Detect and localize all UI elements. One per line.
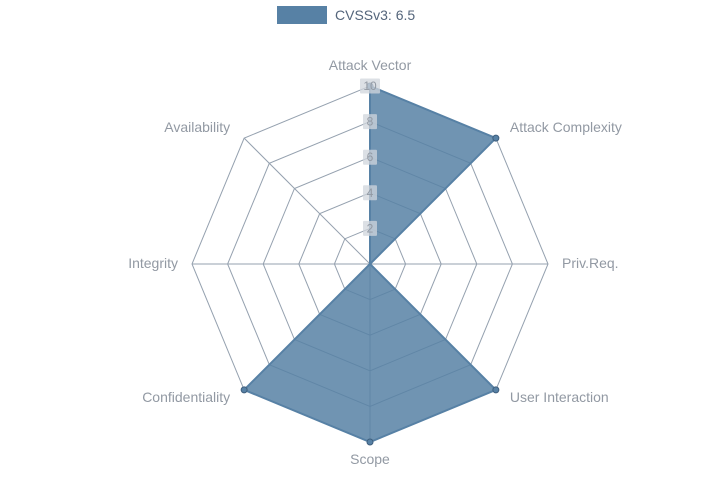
- legend-label: CVSSv3: 6.5: [335, 7, 415, 23]
- axis-label: Priv.Req.: [562, 255, 619, 271]
- axis-label: Confidentiality: [142, 389, 230, 405]
- tick-label: 6: [367, 150, 374, 164]
- tick-label: 4: [367, 186, 374, 200]
- axis-label: Availability: [164, 119, 230, 135]
- data-point: [493, 387, 499, 393]
- data-point: [493, 135, 499, 141]
- data-point: [241, 387, 247, 393]
- radar-chart: Attack Vector Attack Complexity Priv.Req. U…: [0, 0, 720, 504]
- tick-label: 10: [363, 79, 377, 93]
- axis-label: User Interaction: [510, 389, 609, 405]
- tick-label: 8: [367, 115, 374, 129]
- radar-chart-container: Attack Vector Attack Complexity Priv.Req. U…: [0, 0, 720, 504]
- legend-swatch: [277, 6, 327, 24]
- axis-label: Attack Vector: [329, 57, 412, 73]
- axis-label: Attack Complexity: [510, 119, 622, 135]
- axis-label: Scope: [350, 451, 390, 467]
- tick-label: 2: [367, 221, 374, 235]
- data-point: [367, 439, 373, 445]
- axis-label: Integrity: [128, 255, 178, 271]
